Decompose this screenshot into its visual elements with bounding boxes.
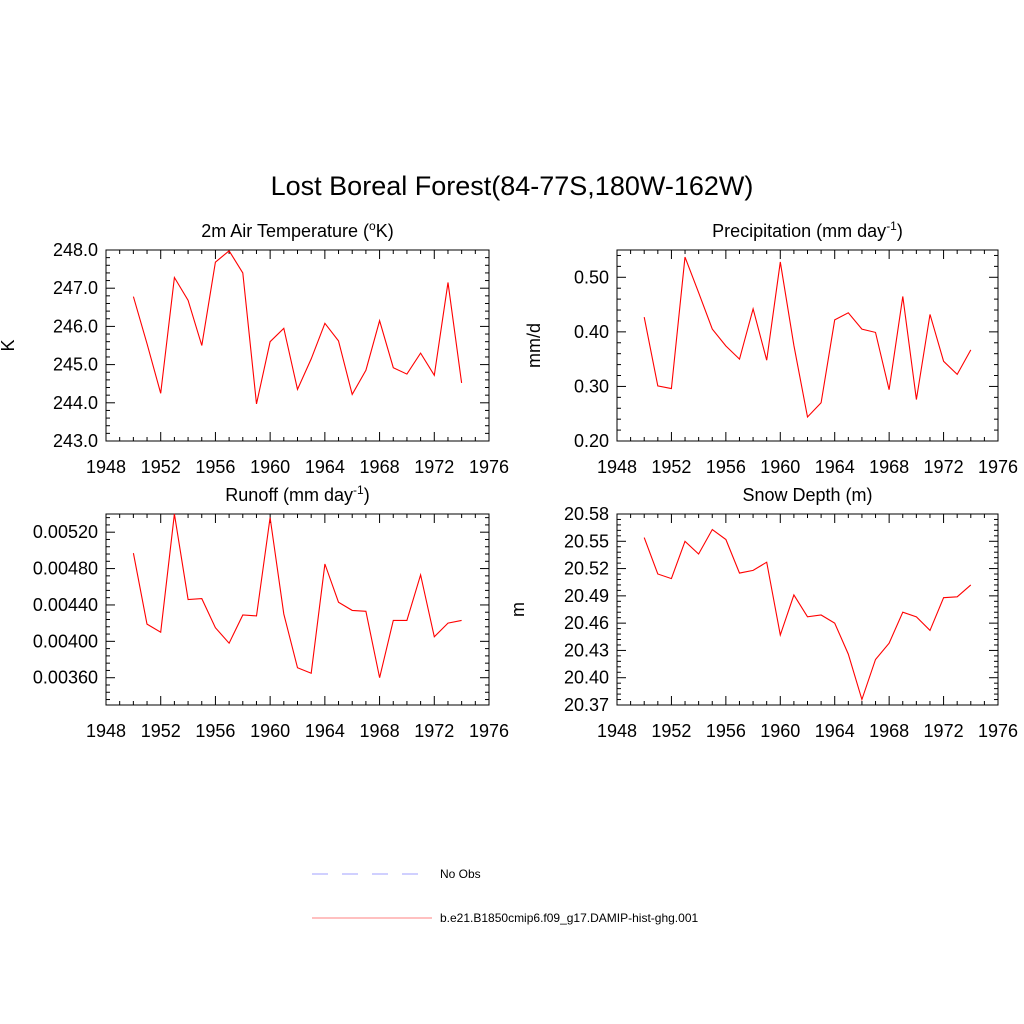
- y-tick-label: 247.0: [53, 278, 98, 298]
- panel-title-superscript: -1: [353, 483, 364, 497]
- legend-label-1: No Obs: [440, 867, 481, 881]
- x-tick-label: 1948: [597, 457, 637, 477]
- panel-title-main: 2m Air Temperature (: [201, 221, 369, 241]
- y-tick-label: 20.52: [564, 559, 609, 579]
- plot-frame: [105, 249, 490, 442]
- plot-frame: [616, 249, 999, 442]
- x-tick-label: 1976: [469, 457, 509, 477]
- y-tick-label: 0.20: [574, 431, 609, 451]
- panel-1: 2m Air Temperature (oK) K 1948 1952 1956 1960…: [0, 219, 509, 477]
- x-tick-label: 1948: [86, 721, 126, 741]
- x-tick-label: 1968: [360, 721, 400, 741]
- panel-2: Precipitation (mm day-1) mm/d 1948 1952 1956…: [524, 219, 1018, 477]
- series-line: [643, 528, 972, 702]
- chart-panels: 2m Air Temperature (oK) K 1948 1952 1956 1960…: [0, 219, 1018, 741]
- x-tick-label: 1972: [924, 721, 964, 741]
- x-tick-label: 1976: [978, 721, 1018, 741]
- x-tick-label: 1952: [141, 457, 181, 477]
- x-tick-label: 1972: [414, 457, 454, 477]
- x-tick-label: 1968: [360, 457, 400, 477]
- y-tick-label: 0.00480: [33, 559, 98, 579]
- panel-3: Runoff (mm day-1) 1948 1952 1956 1960 1964 196…: [33, 483, 509, 741]
- panel-title: 2m Air Temperature (oK): [201, 219, 393, 241]
- y-tick-label: 0.30: [574, 376, 609, 396]
- panel-title-superscript: o: [369, 219, 376, 233]
- panel-4: Snow Depth (m) m 1948 1952 1956 1960 1964 1968 1…: [508, 485, 1018, 741]
- x-tick-label: 1972: [924, 457, 964, 477]
- y-tick-label: 244.0: [53, 393, 98, 413]
- x-tick-label: 1960: [250, 721, 290, 741]
- series-line: [132, 249, 463, 405]
- y-tick-label: 0.50: [574, 267, 609, 287]
- x-tick-label: 1964: [305, 721, 345, 741]
- x-tick-label: 1948: [597, 721, 637, 741]
- panel-title-rest: ): [897, 221, 903, 241]
- y-tick-label: 20.40: [564, 668, 609, 688]
- x-tick-label: 1956: [706, 457, 746, 477]
- figure-title: Lost Boreal Forest(84-77S,180W-162W): [271, 171, 754, 201]
- panel-title: Runoff (mm day-1): [225, 483, 369, 505]
- x-tick-label: 1952: [141, 721, 181, 741]
- panel-title-rest: K): [376, 221, 394, 241]
- x-tick-label: 1960: [250, 457, 290, 477]
- y-tick-label: 243.0: [53, 431, 98, 451]
- y-tick-label: 245.0: [53, 355, 98, 375]
- y-tick-label: 20.58: [564, 504, 609, 524]
- x-tick-label: 1964: [815, 457, 855, 477]
- panel-title-main: Runoff (mm day: [225, 485, 353, 505]
- y-tick-label: 20.55: [564, 531, 609, 551]
- y-tick-label: 0.40: [574, 322, 609, 342]
- x-tick-label: 1964: [305, 457, 345, 477]
- x-tick-label: 1952: [651, 457, 691, 477]
- panel-title-superscript: -1: [886, 219, 897, 233]
- y-axis-label: K: [0, 339, 18, 351]
- legend: No Obs b.e21.B1850cmip6.f09_g17.DAMIP-his…: [312, 867, 698, 925]
- y-tick-label: 246.0: [53, 316, 98, 336]
- legend-label-2: b.e21.B1850cmip6.f09_g17.DAMIP-hist-ghg.…: [440, 911, 698, 925]
- x-tick-label: 1972: [414, 721, 454, 741]
- series-line: [643, 256, 972, 419]
- x-tick-label: 1956: [195, 457, 235, 477]
- x-tick-label: 1968: [869, 721, 909, 741]
- x-tick-label: 1948: [86, 457, 126, 477]
- panel-title: Precipitation (mm day-1): [712, 219, 903, 241]
- x-tick-label: 1976: [469, 721, 509, 741]
- x-tick-label: 1960: [760, 457, 800, 477]
- plot-frame: [616, 513, 999, 706]
- panel-title: Snow Depth (m): [742, 485, 872, 505]
- x-tick-label: 1956: [706, 721, 746, 741]
- x-tick-label: 1952: [651, 721, 691, 741]
- y-tick-label: 20.46: [564, 613, 609, 633]
- x-tick-label: 1964: [815, 721, 855, 741]
- y-axis-label: m: [508, 602, 528, 617]
- panel-title-main: Precipitation (mm day: [712, 221, 886, 241]
- y-tick-label: 248.0: [53, 240, 98, 260]
- y-tick-label: 0.00440: [33, 595, 98, 615]
- panel-title-rest: ): [364, 485, 370, 505]
- y-tick-label: 20.43: [564, 640, 609, 660]
- y-tick-label: 0.00360: [33, 668, 98, 688]
- x-tick-label: 1976: [978, 457, 1018, 477]
- y-tick-label: 0.00400: [33, 631, 98, 651]
- x-tick-label: 1956: [195, 721, 235, 741]
- y-axis-label: mm/d: [524, 323, 544, 368]
- series-line: [132, 513, 462, 678]
- x-tick-label: 1968: [869, 457, 909, 477]
- y-tick-label: 0.00520: [33, 522, 98, 542]
- y-tick-label: 20.49: [564, 586, 609, 606]
- panel-title-main: Snow Depth (m): [742, 485, 872, 505]
- x-tick-label: 1960: [760, 721, 800, 741]
- y-tick-label: 20.37: [564, 695, 609, 715]
